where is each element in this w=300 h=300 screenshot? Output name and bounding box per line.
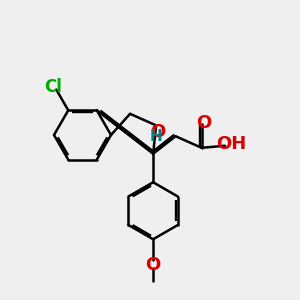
Text: O: O [196, 114, 211, 132]
Text: O: O [146, 256, 161, 274]
Text: O: O [150, 123, 165, 141]
Text: H: H [150, 128, 163, 143]
Text: OH: OH [216, 135, 247, 153]
Text: Cl: Cl [44, 77, 62, 95]
